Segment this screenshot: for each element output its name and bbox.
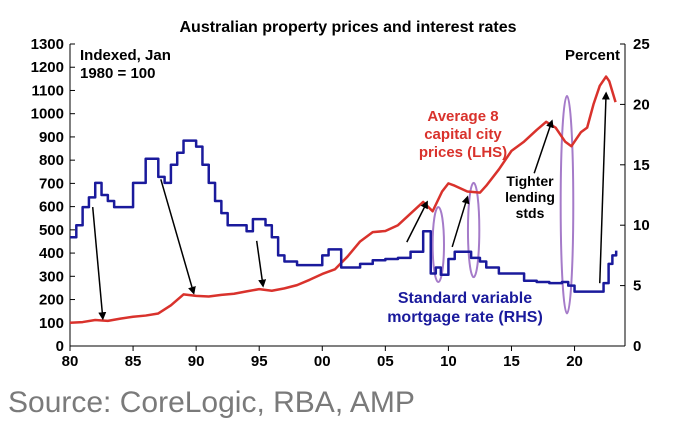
- x-tick-label: 20: [566, 353, 583, 370]
- left-tick-label: 600: [39, 199, 64, 216]
- series-lines: [69, 75, 618, 325]
- x-tick-label: 00: [314, 353, 331, 370]
- annotation-arrow: [599, 91, 610, 284]
- axes: 0100200300400500600700800900100011001200…: [31, 36, 650, 370]
- annotation-arrow: [91, 207, 107, 321]
- x-tick-label: 85: [125, 353, 142, 370]
- left-tick-label: 800: [39, 152, 64, 169]
- left-tick-label: 1300: [31, 36, 64, 53]
- left-tick-label: 200: [39, 292, 64, 309]
- x-tick-label: 05: [377, 353, 394, 370]
- highlight-ellipse: [466, 181, 481, 279]
- right-tick-label: 10: [633, 217, 650, 234]
- left-tick-label: 900: [39, 129, 64, 146]
- x-tick-label: 90: [188, 353, 205, 370]
- mortgage-rate-line: [70, 139, 618, 293]
- right-tick-label: 5: [633, 278, 641, 295]
- right-tick-label: 25: [633, 36, 650, 53]
- blue-series-label: Standard variable mortgage rate (RHS): [387, 290, 543, 326]
- labels: Average 8 capital city prices (LHS) Standar…: [387, 108, 555, 326]
- x-tick-label: 15: [503, 353, 520, 370]
- right-axis-label: Percent: [565, 47, 620, 64]
- left-tick-label: 100: [39, 315, 64, 332]
- left-tick-label: 1100: [31, 82, 64, 99]
- left-tick-label: 400: [39, 245, 64, 262]
- x-tick-label: 80: [62, 353, 79, 370]
- left-tick-label: 0: [56, 338, 64, 355]
- chart-title: Australian property prices and interest …: [180, 19, 517, 36]
- left-tick-label: 300: [39, 268, 64, 285]
- x-tick-label: 95: [251, 353, 268, 370]
- property-price-line: [69, 75, 617, 325]
- x-tick-label: 10: [440, 353, 457, 370]
- annotation-arrow: [451, 195, 470, 248]
- lending-label: Tighter lending stds: [505, 173, 555, 221]
- highlight-ellipse: [431, 206, 445, 283]
- left-tick-label: 700: [39, 175, 64, 192]
- right-tick-label: 20: [633, 96, 650, 113]
- left-tick-label: 1000: [31, 106, 64, 123]
- annotation-arrow: [533, 119, 554, 174]
- ellipses: [431, 94, 575, 315]
- right-tick-label: 15: [633, 157, 650, 174]
- annotation-arrow: [255, 240, 267, 288]
- left-tick-label: 1200: [31, 59, 64, 76]
- arrows: [91, 91, 610, 321]
- annotation-arrow: [406, 200, 428, 243]
- source-note: Source: CoreLogic, RBA, AMP: [8, 386, 415, 419]
- right-tick-label: 0: [633, 338, 641, 355]
- red-series-label: Average 8 capital city prices (LHS): [419, 108, 507, 161]
- highlight-ellipse: [559, 94, 575, 315]
- annotation-arrow: [160, 179, 196, 295]
- left-axis-label: Indexed, Jan 1980 = 100: [80, 47, 171, 82]
- left-tick-label: 500: [39, 222, 64, 239]
